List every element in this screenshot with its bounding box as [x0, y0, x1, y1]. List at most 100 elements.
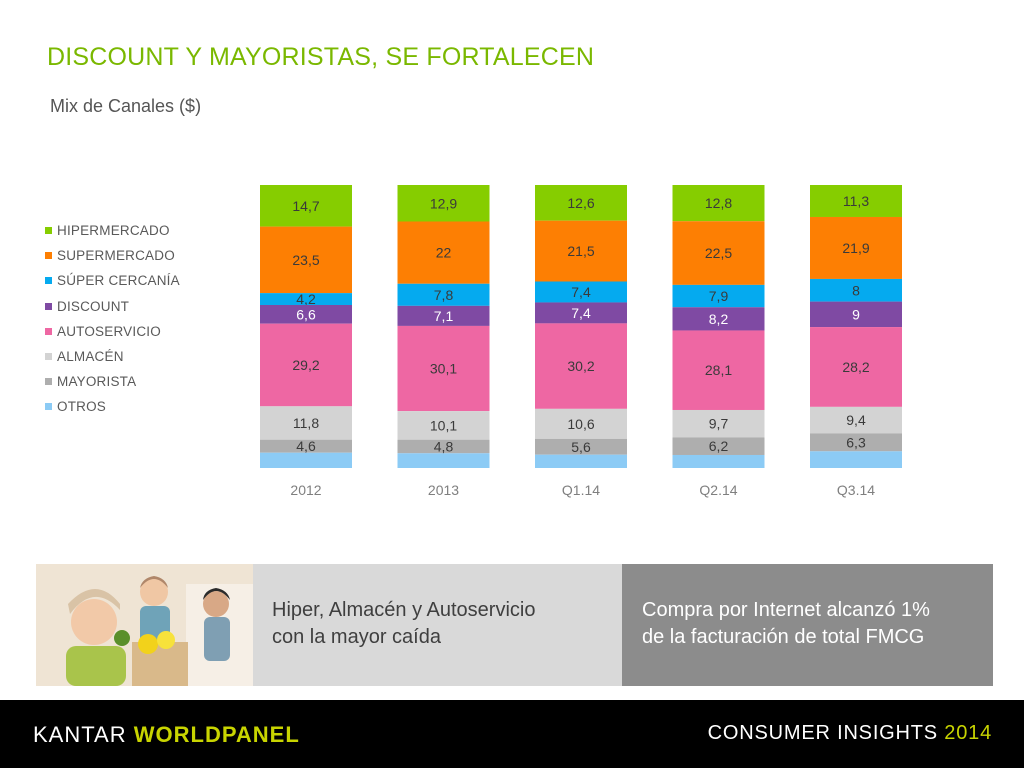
bar-segment-discount-q3-14	[810, 301, 902, 328]
child-shirt	[204, 617, 230, 661]
legend-item-autoservicio: AUTOSERVICIO	[45, 319, 180, 344]
legend-label-mayorista: MAYORISTA	[57, 374, 137, 390]
x-tick-label-2012: 2012	[290, 482, 321, 498]
legend-label-autoservicio: AUTOSERVICIO	[57, 323, 161, 339]
bar-segment-hipermercado-q3-14	[810, 185, 902, 217]
data-label-super-cercania-q2-14: 7,9	[709, 288, 729, 304]
bar-segment-super-cercania-2012	[260, 293, 352, 305]
legend-item-discount: DISCOUNT	[45, 294, 180, 319]
data-label-discount-2013: 7,1	[434, 308, 454, 324]
bar-segment-discount-2013	[397, 305, 490, 326]
data-label-hipermercado-q1-14: 12,6	[567, 195, 594, 211]
bar-segment-hipermercado-q2-14	[672, 185, 765, 222]
bar-segment-super-cercania-q3-14	[810, 278, 902, 302]
data-label-hipermercado-2012: 14,7	[292, 198, 319, 214]
woman-hair	[68, 589, 120, 614]
legend-item-supermercado: SUPERMERCADO	[45, 243, 180, 268]
shoppers-photo-illustration	[36, 564, 253, 686]
woman-shirt	[66, 646, 126, 686]
x-tick-label-q3-14: Q3.14	[837, 482, 875, 498]
data-label-almacen-q2-14: 9,7	[709, 416, 729, 432]
data-label-supermercado-q2-14: 22,5	[705, 245, 732, 261]
data-label-supermercado-q3-14: 21,9	[842, 240, 869, 256]
girl-face	[140, 578, 168, 606]
legend-item-mayorista: MAYORISTA	[45, 369, 180, 394]
data-label-mayorista-q3-14: 6,3	[846, 434, 866, 450]
data-label-supermercado-2012: 23,5	[292, 252, 319, 268]
bar-segment-mayorista-q1-14	[535, 438, 627, 455]
data-label-supermercado-q1-14: 21,5	[567, 243, 594, 259]
bar-segment-otros-q2-14	[672, 454, 765, 468]
bar-segment-super-cercania-q2-14	[672, 284, 765, 308]
legend-item-super-cercania: SÚPER CERCANÍA	[45, 268, 180, 293]
legend-swatch-hipermercado	[45, 227, 52, 235]
bar-segment-mayorista-q3-14	[810, 433, 902, 452]
bar-segment-almacen-2012	[260, 406, 352, 440]
flowers	[138, 634, 158, 654]
bar-segment-super-cercania-q1-14	[535, 281, 627, 303]
bar-segment-super-cercania-2013	[397, 283, 490, 306]
bar-segment-autoservicio-q3-14	[810, 327, 902, 407]
banner-right-line-1: Compra por Internet alcanzó 1%	[642, 599, 930, 621]
legend-swatch-otros	[45, 403, 52, 411]
legend-swatch-almacen	[45, 353, 52, 361]
legend-label-hipermercado: HIPERMERCADO	[57, 223, 170, 239]
bar-segment-almacen-q2-14	[672, 409, 765, 438]
bar-segment-otros-q1-14	[535, 454, 627, 468]
legend-item-otros: OTROS	[45, 394, 180, 419]
bar-segment-mayorista-2013	[397, 439, 490, 454]
data-label-almacen-2013: 10,1	[430, 417, 457, 433]
chart-legend: HIPERMERCADO SUPERMERCADO SÚPER CERCANÍA DI…	[45, 218, 180, 420]
data-label-autoservicio-2012: 29,2	[292, 357, 319, 373]
data-label-almacen-q3-14: 9,4	[846, 412, 866, 428]
x-tick-label-q2-14: Q2.14	[699, 482, 737, 498]
data-label-almacen-q1-14: 10,6	[567, 416, 594, 432]
data-label-discount-q2-14: 8,2	[709, 311, 729, 327]
legend-label-supermercado: SUPERMERCADO	[57, 248, 175, 264]
summary-banner: Hiper, Almacén y Autoservicio con la may…	[36, 564, 993, 686]
banner-right-line-2: de la facturación de total FMCG	[642, 626, 925, 648]
child-face	[203, 591, 229, 617]
banner-right-message: Compra por Internet alcanzó 1% de la fac…	[622, 564, 993, 686]
data-label-super-cercania-q1-14: 7,4	[571, 284, 591, 300]
bar-segment-supermercado-q3-14	[810, 216, 902, 279]
bar-segment-mayorista-q2-14	[672, 437, 765, 455]
bar-segment-almacen-2013	[397, 411, 490, 440]
child-hair	[203, 588, 230, 600]
banner-left-message: Hiper, Almacén y Autoservicio con la may…	[253, 564, 622, 686]
footer-bar: KANTAR WORLDPANEL CONSUMER INSIGHTS 2014	[0, 700, 1024, 768]
data-label-super-cercania-2012: 4,2	[296, 291, 316, 307]
consumer-insights-label: CONSUMER INSIGHTS 2014	[708, 722, 992, 745]
insights-text: CONSUMER INSIGHTS	[707, 722, 938, 744]
bar-segment-otros-2012	[260, 452, 352, 468]
legend-item-hipermercado: HIPERMERCADO	[45, 218, 180, 243]
bar-segment-supermercado-2012	[260, 226, 352, 294]
legend-label-otros: OTROS	[57, 399, 107, 415]
data-label-super-cercania-q3-14: 8	[852, 282, 860, 298]
bar-segment-supermercado-2013	[397, 221, 490, 284]
bar-segment-otros-2013	[397, 453, 490, 468]
banner-left-line-1: Hiper, Almacén y Autoservicio	[272, 599, 536, 621]
bar-segment-hipermercado-2012	[260, 185, 352, 227]
data-label-super-cercania-2013: 7,8	[434, 287, 454, 303]
legend-item-almacen: ALMACÉN	[45, 344, 180, 369]
chart-subtitle: Mix de Canales ($)	[50, 96, 202, 116]
x-tick-label-q1-14: Q1.14	[562, 482, 600, 498]
data-label-supermercado-2013: 22	[436, 245, 452, 261]
bar-segment-supermercado-q1-14	[535, 220, 627, 282]
bar-segment-autoservicio-2012	[260, 323, 352, 407]
bar-segment-supermercado-q2-14	[672, 221, 765, 285]
data-label-hipermercado-q2-14: 12,8	[705, 195, 732, 211]
legend-swatch-mayorista	[45, 378, 52, 386]
bar-segment-hipermercado-2013	[397, 185, 490, 222]
bar-segment-discount-2012	[260, 304, 352, 324]
page-title: DISCOUNT Y MAYORISTAS, SE FORTALECEN	[47, 43, 595, 71]
data-label-autoservicio-q1-14: 30,2	[567, 358, 594, 374]
kantar-worldpanel-logo: KANTAR WORLDPANEL	[33, 722, 300, 748]
data-label-autoservicio-q3-14: 28,2	[842, 359, 869, 375]
flowers-2	[157, 631, 175, 649]
bar-segment-autoservicio-q1-14	[535, 323, 627, 409]
stacked-bar-chart: 14,7 23,5 4,26,6 29,2 11,8 4,6 2012 12,9 22 7,8 7,…	[260, 185, 902, 498]
woman-face	[71, 599, 117, 645]
data-label-discount-q1-14: 7,4	[571, 305, 591, 321]
